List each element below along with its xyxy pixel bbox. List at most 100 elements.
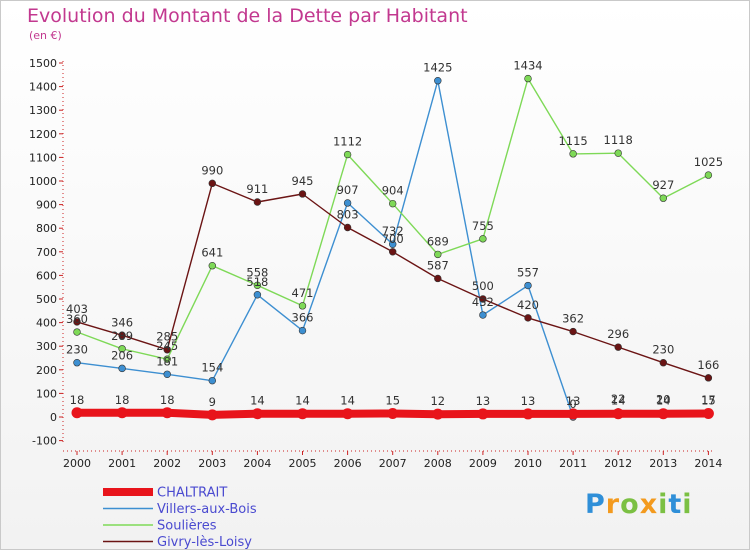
data-label: 230: [66, 343, 88, 357]
x-tick-label: 2008: [424, 457, 452, 470]
x-tick-label: 2010: [514, 457, 542, 470]
data-point: [387, 407, 399, 419]
data-label: 166: [697, 358, 719, 372]
y-tick-label: 300: [36, 340, 57, 353]
data-point: [657, 408, 669, 420]
data-label: 1425: [423, 61, 452, 75]
data-label: 9: [209, 395, 216, 409]
data-point: [704, 171, 713, 179]
x-tick-label: 2007: [379, 457, 407, 470]
data-point: [479, 311, 487, 319]
data-point: [432, 408, 444, 420]
y-tick-label: 400: [36, 317, 57, 330]
data-label: 13: [521, 394, 536, 408]
data-point: [297, 408, 308, 420]
data-label: 20: [656, 392, 671, 406]
data-label: 289: [111, 329, 133, 343]
data-label: 22: [611, 392, 626, 406]
data-point: [253, 281, 262, 290]
data-point: [116, 407, 128, 419]
chart-unit-label: (en €): [29, 29, 62, 42]
x-tick-label: 2003: [198, 457, 226, 470]
data-point: [73, 359, 81, 367]
data-point: [253, 198, 262, 206]
chart-axes: -100010020030040050060070080090010001100…: [29, 57, 722, 470]
data-label: 14: [656, 394, 671, 408]
data-label: 18: [115, 393, 130, 407]
y-tick-label: 1300: [29, 104, 57, 117]
data-point: [434, 76, 442, 85]
data-label: 245: [156, 339, 178, 353]
x-tick-label: 2014: [694, 457, 722, 470]
x-tick-label: 2011: [559, 457, 587, 470]
data-label: 500: [472, 279, 494, 293]
data-point: [343, 199, 352, 207]
data-point: [163, 346, 171, 354]
legend-label: Givry-lès-Loisy: [157, 535, 252, 550]
data-label: 518: [246, 275, 268, 289]
data-point: [118, 364, 126, 373]
data-point: [659, 359, 667, 367]
data-label: 904: [382, 184, 404, 198]
x-tick-label: 2001: [108, 457, 136, 470]
y-tick-label: -100: [32, 435, 57, 448]
y-tick-label: 1200: [29, 128, 57, 141]
data-label: 230: [652, 343, 674, 357]
data-point: [208, 262, 217, 270]
data-label: 15: [385, 393, 400, 407]
data-point: [342, 408, 354, 420]
chart-title: Evolution du Montant de la Dette par Hab…: [27, 5, 468, 27]
y-tick-label: 100: [36, 387, 57, 400]
data-label: 18: [70, 393, 85, 407]
x-tick-label: 2004: [243, 457, 271, 470]
data-label: 755: [472, 219, 494, 233]
data-label: 14: [250, 394, 265, 408]
x-tick-label: 2002: [153, 457, 181, 470]
data-point: [206, 409, 218, 421]
legend-label: Villers-aux-Bois: [157, 502, 257, 517]
data-point: [118, 345, 126, 353]
data-point: [73, 328, 81, 336]
data-point: [524, 314, 532, 322]
data-label: 206: [111, 348, 133, 362]
data-point: [343, 150, 352, 159]
y-tick-label: 1400: [29, 81, 57, 94]
data-point: [524, 281, 532, 290]
legend-label: Soulières: [157, 519, 217, 534]
data-label: 17: [701, 393, 716, 407]
y-tick-label: 0: [50, 411, 57, 424]
data-point: [208, 376, 217, 385]
data-point: [298, 302, 307, 310]
data-point: [614, 149, 622, 157]
data-label: 990: [201, 163, 223, 177]
data-label: 700: [382, 232, 404, 246]
data-label: 14: [611, 394, 626, 408]
data-point: [659, 194, 667, 202]
data-point: [389, 240, 397, 248]
data-point: [389, 248, 397, 256]
data-label: 362: [562, 312, 584, 326]
data-point: [163, 355, 171, 363]
data-label: 471: [292, 286, 314, 300]
y-tick-label: 600: [36, 269, 57, 282]
data-point: [163, 370, 171, 378]
x-tick-label: 2000: [63, 457, 91, 470]
y-tick-label: 1000: [29, 175, 57, 188]
data-point: [251, 408, 263, 420]
data-label: 907: [337, 183, 359, 197]
data-label: 557: [517, 266, 539, 280]
data-point: [569, 327, 577, 336]
y-tick-label: 800: [36, 222, 57, 235]
data-point: [73, 318, 81, 326]
data-point: [704, 374, 713, 382]
data-point: [71, 407, 83, 419]
data-point: [567, 408, 579, 420]
data-label: 803: [337, 207, 359, 221]
data-label: 945: [292, 174, 314, 188]
data-label: 911: [246, 182, 268, 196]
data-point: [298, 190, 307, 198]
